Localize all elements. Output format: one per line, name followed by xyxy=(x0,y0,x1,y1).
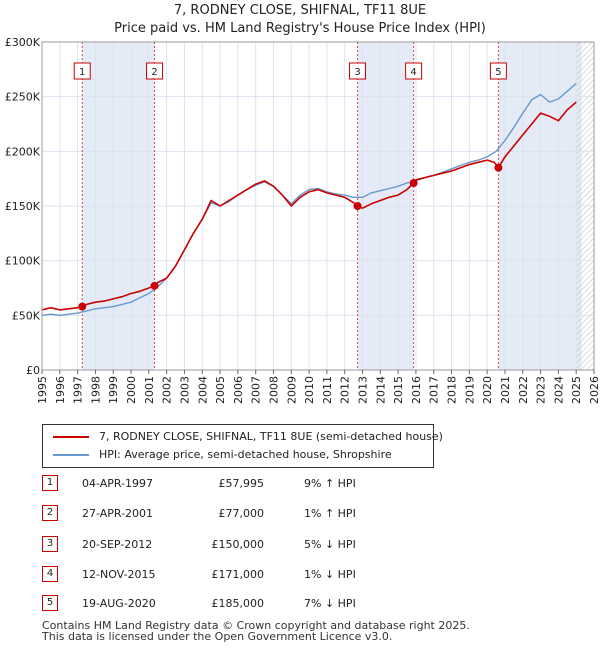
x-tick-label: 2000 xyxy=(125,376,138,404)
sale-price: £150,000 xyxy=(211,538,265,551)
legend-hpi-label: HPI: Average price, semi-detached house,… xyxy=(99,448,392,461)
x-tick-label: 2002 xyxy=(161,376,174,404)
sale-hpi-comparison: 9% ↑ HPI xyxy=(304,477,356,490)
sale-number-badge: 3 xyxy=(42,536,58,552)
sale-marker-label: 3 xyxy=(354,67,360,78)
sale-marker-label: 1 xyxy=(79,67,85,78)
sale-marker-label: 5 xyxy=(495,67,501,78)
x-tick-label: 1995 xyxy=(36,376,49,404)
y-tick-label: £0 xyxy=(26,364,40,377)
x-tick-label: 2003 xyxy=(178,376,191,404)
sale-marker-box xyxy=(73,62,91,80)
sale-date: 20-SEP-2012 xyxy=(82,538,153,551)
sale-number-badge: 1 xyxy=(42,475,58,491)
x-tick-label: 2011 xyxy=(321,376,334,404)
sale-marker-box xyxy=(349,62,367,80)
sale-hpi-comparison: 1% ↑ HPI xyxy=(304,507,356,520)
x-tick-label: 2016 xyxy=(410,376,423,404)
legend-hpi-swatch xyxy=(53,454,89,456)
y-tick-label: £150K xyxy=(5,200,41,213)
footer-line-2: This data is licensed under the Open Gov… xyxy=(42,630,393,643)
y-tick-label: £100K xyxy=(5,255,41,268)
sale-point xyxy=(353,202,362,210)
sale-number-badge: 5 xyxy=(42,595,58,611)
hpi-line xyxy=(41,82,577,316)
sale-hpi-comparison: 5% ↓ HPI xyxy=(304,538,356,551)
x-tick-label: 1998 xyxy=(89,376,102,404)
y-tick-label: £300K xyxy=(5,36,41,49)
x-tick-label: 2018 xyxy=(446,376,459,404)
x-tick-label: 2008 xyxy=(267,376,280,404)
x-tick-label: 1997 xyxy=(72,376,85,404)
sale-date: 04-APR-1997 xyxy=(82,477,154,490)
sale-price: £185,000 xyxy=(211,597,265,610)
y-tick-label: £50K xyxy=(12,309,41,322)
y-tick-label: £200K xyxy=(5,145,41,158)
sale-marker-box xyxy=(489,62,507,80)
sale-point xyxy=(78,302,87,311)
legend-property-swatch xyxy=(53,436,89,438)
x-tick-label: 2024 xyxy=(552,376,565,404)
sale-point xyxy=(150,281,159,290)
x-tick-label: 2015 xyxy=(392,376,405,404)
x-tick-label: 2012 xyxy=(339,376,352,404)
price-chart: 1 2 3 4 5 £0 £50K £100K £150K £200K £250K £300K 199… xyxy=(5,36,600,404)
x-tick-label: 2017 xyxy=(428,376,441,404)
title-line-1: 7, RODNEY CLOSE, SHIFNAL, TF11 8UE xyxy=(173,3,427,18)
sale-price: £77,000 xyxy=(218,507,265,520)
x-tick-label: 2023 xyxy=(535,376,548,404)
sale-marker-label: 2 xyxy=(151,67,157,78)
x-tick-label: 2006 xyxy=(232,376,245,404)
property-price-line xyxy=(41,101,577,311)
sale-number-badge: 4 xyxy=(42,566,58,582)
x-tick-label: 2007 xyxy=(250,376,263,404)
chart-title: 7, RODNEY CLOSE, SHIFNAL, TF11 8UE Price… xyxy=(0,2,600,38)
sale-date: 12-NOV-2015 xyxy=(82,568,156,581)
x-tick-label: 2004 xyxy=(196,376,209,404)
x-tick-label: 2019 xyxy=(463,376,476,404)
sale-point xyxy=(409,179,418,188)
x-tick-label: 2021 xyxy=(499,376,512,404)
x-tick-label: 2010 xyxy=(303,376,316,404)
x-tick-label: 2020 xyxy=(481,376,494,404)
x-tick-label: 2013 xyxy=(357,376,370,404)
sale-number-badge: 2 xyxy=(42,505,58,521)
sale-price: £171,000 xyxy=(211,568,265,581)
x-tick-label: 2025 xyxy=(570,376,583,404)
x-tick-label: 2014 xyxy=(374,376,387,404)
plot-frame xyxy=(41,41,595,371)
x-tick-label: 2005 xyxy=(214,376,227,404)
chart-legend: 7, RODNEY CLOSE, SHIFNAL, TF11 8UE (semi… xyxy=(42,424,443,468)
sale-date: 27-APR-2001 xyxy=(82,507,154,520)
sale-hpi-comparison: 1% ↓ HPI xyxy=(304,568,356,581)
sale-marker-box xyxy=(405,62,423,80)
x-tick-label: 1996 xyxy=(54,376,67,404)
footer-attribution: Contains HM Land Registry data © Crown c… xyxy=(42,620,470,642)
sale-price: £57,995 xyxy=(218,477,265,490)
legend-property-label: 7, RODNEY CLOSE, SHIFNAL, TF11 8UE (semi… xyxy=(99,430,443,443)
sale-hpi-comparison: 7% ↓ HPI xyxy=(304,597,356,610)
sale-marker-box xyxy=(146,62,164,80)
title-line-2: Price paid vs. HM Land Registry's House … xyxy=(114,21,486,36)
sale-marker-label: 4 xyxy=(410,67,416,78)
x-tick-label: 2001 xyxy=(143,376,156,404)
x-tick-label: 2009 xyxy=(285,376,298,404)
x-tick-label: 1999 xyxy=(107,376,120,404)
sale-point xyxy=(494,163,503,172)
x-tick-label: 2022 xyxy=(517,376,530,404)
footer-line-1: Contains HM Land Registry data © Crown c… xyxy=(42,619,470,632)
x-tick-label: 2026 xyxy=(588,376,600,404)
y-tick-label: £250K xyxy=(5,91,41,104)
sale-date: 19-AUG-2020 xyxy=(82,597,156,610)
